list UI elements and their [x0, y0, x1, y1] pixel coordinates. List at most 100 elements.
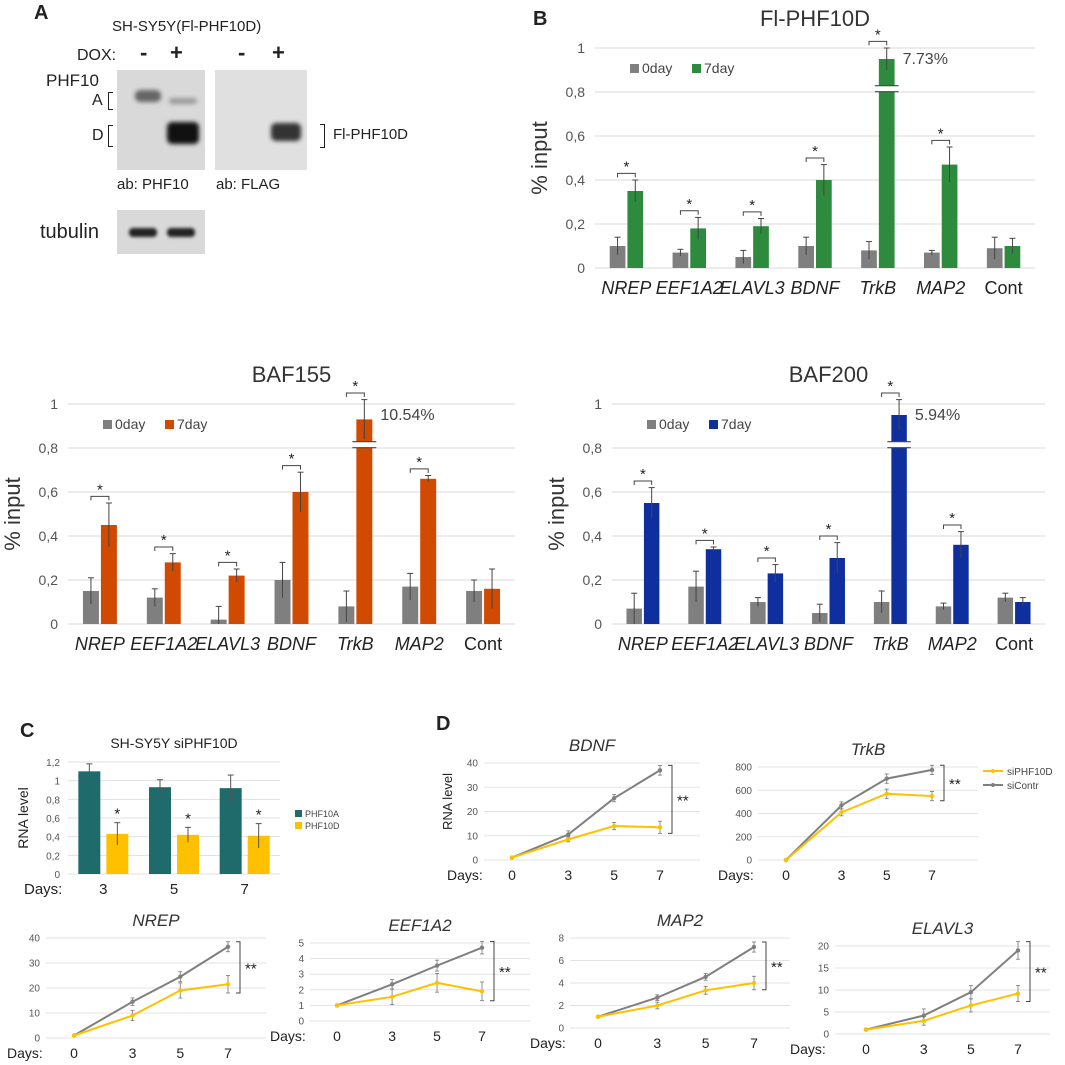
baf200-significance-bracket [881, 392, 900, 397]
elavl3-ytick-label: 10 [818, 986, 830, 997]
nrep-ytick-label: 40 [29, 934, 41, 945]
baf155-category-label: Cont [464, 634, 502, 654]
fl-significance-star: * [624, 158, 630, 175]
baf155-ytick-label: 1 [50, 396, 58, 412]
elavl3-ytick-label: 5 [823, 1008, 829, 1019]
baf200-ytick-label: 0,8 [583, 440, 603, 456]
fl-break-annotation: 7.73% [903, 51, 948, 68]
eef1a2-xtick-label: 0 [333, 1028, 341, 1044]
band-d-label: D [92, 127, 104, 144]
trkb-significance-stars: ** [949, 776, 961, 793]
baf155-significance-bracket [282, 465, 301, 470]
map2-xtick-label: 3 [653, 1035, 661, 1051]
fl-significance-star: * [875, 26, 881, 43]
fl-ytick-label: 0,6 [566, 128, 586, 144]
flag-blot-image [215, 70, 307, 170]
bdnf-data-point-siContr [657, 768, 663, 773]
c-significance-star: * [256, 807, 262, 824]
baf200-bar-7day [767, 573, 784, 624]
dox-label: DOX: [77, 47, 117, 64]
baf200-bar-0day [750, 602, 766, 624]
fl-significance-bracket [679, 210, 699, 215]
fl-bar-7day [690, 228, 706, 268]
eef1a2-ytick-label: 3 [298, 970, 304, 981]
baf200-bar-7day [705, 549, 722, 624]
baf155-ytick-label: 0,6 [39, 484, 59, 500]
fl-category-label: NREP [601, 278, 651, 298]
baf200-title: BAF200 [789, 362, 869, 387]
fl-significance-bracket [868, 40, 888, 46]
band-a-minus [135, 90, 161, 102]
baf155-significance-bracket [90, 495, 110, 501]
baf155-category-label: NREP [75, 634, 125, 654]
baf155-bar-0day [466, 591, 483, 624]
map2-ytick-label: 8 [558, 934, 564, 945]
elavl3-xtick-label: 3 [920, 1041, 928, 1057]
baf155-bar-7day [420, 478, 437, 624]
map2-title: MAP2 [657, 911, 704, 930]
baf200-legend-swatch [709, 420, 718, 429]
eef1a2-ytick-label: 4 [298, 954, 304, 965]
baf155-bar-0day [402, 586, 419, 624]
eef1a2-series-line-siContr [336, 946, 483, 1007]
fl-bar-7day [753, 226, 769, 268]
eef1a2-ytick-label: 5 [298, 939, 304, 950]
fl-significance-bracket [617, 172, 636, 178]
baf200-category-label: ELAVL3 [734, 634, 799, 654]
baf155-bar-7day [356, 419, 373, 624]
tubulin-band-plus [167, 228, 195, 237]
baf200-legend-label: 7day [721, 416, 751, 432]
c-bar-PHF10D [177, 834, 199, 874]
eef1a2-data-point-siPHF10D [334, 1003, 340, 1008]
trkb-significance-bracket [940, 764, 945, 802]
elavl3-significance-stars: ** [1035, 965, 1047, 982]
fl-significance-star: * [686, 196, 692, 213]
dox-minus-1: - [140, 40, 148, 65]
baf200-category-label: TrkB [872, 634, 909, 654]
nrep-data-point-siContr [178, 974, 183, 979]
dox-plus-2: + [272, 40, 285, 65]
baf200-bar-0day [935, 606, 952, 624]
fl-significance-star: * [749, 197, 755, 214]
trkb-data-point-siPHF10D [839, 810, 844, 815]
fl-bar-0day [798, 246, 814, 268]
fl-bar-7day [816, 180, 832, 268]
trkb-xtick-label: 0 [782, 867, 790, 883]
nrep-data-point-siContr [130, 999, 135, 1004]
nrep-series-line-siContr [73, 945, 229, 1037]
baf155-axis-break [353, 441, 376, 448]
elavl3-data-point-siPHF10D [1015, 991, 1021, 996]
baf155-category-label: BDNF [267, 634, 317, 654]
baf155-ytick-label: 0 [50, 616, 58, 632]
elavl3-ytick-label: 0 [823, 1030, 829, 1041]
fl-bar-0day [672, 252, 689, 268]
fl-significance-star: * [938, 125, 944, 142]
elavl3-xtick-label: 5 [967, 1041, 975, 1057]
bdnf-ylabel: RNA level [440, 773, 455, 830]
baf200-significance-star: * [764, 543, 770, 560]
baf155-bar-7day [100, 525, 117, 624]
eef1a2-data-point-siPHF10D [434, 980, 440, 985]
eef1a2-title: EEF1A2 [388, 916, 452, 935]
nrep-days-label: Days: [7, 1045, 43, 1061]
baf155-significance-star: * [289, 451, 295, 468]
fl-significance-star: * [812, 143, 818, 160]
nrep-data-point-siPHF10D [178, 988, 183, 993]
c-ytick-label: 1,2 [46, 758, 60, 769]
map2-xtick-label: 5 [702, 1035, 710, 1051]
fl-category-label: Cont [985, 278, 1023, 298]
trkb-legend-label: siPHF10D [1007, 767, 1053, 778]
baf155-category-label: EEF1A2 [130, 634, 197, 654]
phf10-label: PHF10 [46, 71, 99, 90]
fl-bar-7day [627, 191, 644, 268]
eef1a2-significance-stars: ** [499, 964, 511, 981]
bdnf-xtick-label: 3 [564, 867, 572, 883]
map2-significance-bracket [762, 941, 767, 991]
baf200-significance-bracket [942, 524, 962, 529]
c-significance-star: * [114, 806, 120, 823]
elavl3-data-point-siPHF10D [968, 1003, 974, 1008]
baf155-significance-star: * [352, 378, 358, 395]
map2-data-point-siContr [751, 944, 757, 950]
